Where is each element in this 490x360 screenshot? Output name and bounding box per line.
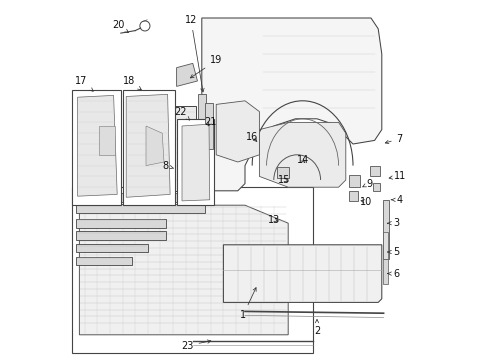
Bar — [383, 232, 388, 259]
Polygon shape — [76, 257, 132, 265]
Text: 4: 4 — [391, 195, 403, 205]
Bar — [72, 187, 314, 353]
Text: 10: 10 — [360, 197, 372, 207]
Polygon shape — [76, 193, 205, 202]
Polygon shape — [182, 124, 210, 201]
Bar — [373, 183, 380, 191]
Polygon shape — [76, 244, 148, 252]
Bar — [122, 90, 175, 205]
Polygon shape — [77, 95, 117, 196]
Polygon shape — [223, 245, 382, 302]
Text: 13: 13 — [268, 215, 280, 225]
Text: 15: 15 — [278, 175, 291, 185]
Text: 5: 5 — [388, 247, 399, 257]
Polygon shape — [76, 231, 166, 240]
Text: 19: 19 — [191, 55, 222, 78]
Bar — [198, 94, 206, 142]
Polygon shape — [126, 94, 170, 197]
Text: 21: 21 — [205, 117, 217, 127]
Text: 14: 14 — [296, 155, 309, 165]
Polygon shape — [216, 101, 259, 162]
Polygon shape — [76, 219, 166, 228]
Text: 6: 6 — [388, 269, 399, 279]
Text: 22: 22 — [174, 107, 190, 120]
Text: 3: 3 — [388, 218, 399, 228]
Text: 9: 9 — [363, 179, 372, 189]
Polygon shape — [175, 106, 196, 191]
Text: 23: 23 — [181, 340, 211, 351]
Bar — [383, 200, 389, 259]
Bar — [277, 167, 289, 178]
Polygon shape — [79, 205, 288, 335]
Polygon shape — [202, 18, 382, 191]
Bar — [99, 126, 116, 155]
Bar — [383, 259, 388, 284]
Polygon shape — [146, 126, 164, 166]
Bar — [72, 90, 121, 205]
Text: 12: 12 — [185, 15, 204, 92]
Bar — [349, 191, 358, 201]
Bar — [349, 175, 360, 187]
Text: 11: 11 — [389, 171, 406, 181]
Text: 17: 17 — [75, 76, 93, 91]
Polygon shape — [76, 204, 205, 213]
Text: 16: 16 — [246, 132, 258, 142]
Text: 18: 18 — [123, 76, 141, 90]
Text: 20: 20 — [112, 20, 128, 33]
Polygon shape — [176, 63, 197, 86]
Text: 2: 2 — [314, 319, 320, 336]
Text: 1: 1 — [240, 288, 256, 320]
Text: 7: 7 — [385, 134, 403, 144]
Bar — [176, 119, 215, 205]
Bar — [205, 103, 213, 149]
Text: 8: 8 — [162, 161, 173, 171]
Bar — [370, 166, 380, 176]
Polygon shape — [259, 122, 346, 187]
